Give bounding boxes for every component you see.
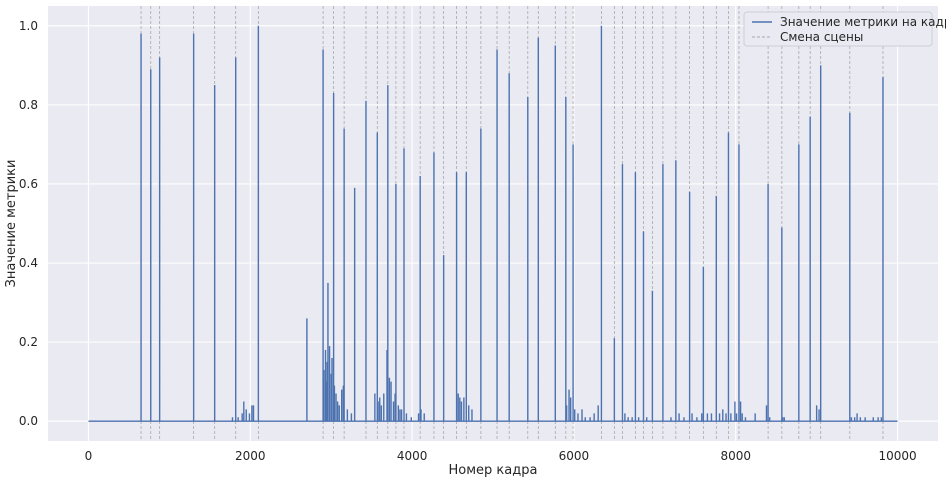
- y-tick-label: 0.8: [19, 98, 38, 112]
- legend: Значение метрики на кадрах Смена сцены: [743, 11, 946, 47]
- x-tick-label: 10000: [878, 449, 916, 463]
- x-tick-label: 2000: [235, 449, 266, 463]
- tick-labels: 0 2000 4000 6000 8000 10000 0.0 0.2 0.4 0.6 0.8 1.0: [19, 19, 917, 463]
- plot-background: [48, 6, 938, 441]
- x-tick-label: 6000: [559, 449, 590, 463]
- x-tick-label: 0: [85, 449, 93, 463]
- legend-label-scene-change: Смена сцены: [780, 30, 863, 44]
- legend-label-series: Значение метрики на кадрах: [780, 15, 946, 29]
- y-tick-label: 0.2: [19, 335, 38, 349]
- y-tick-label: 0.0: [19, 414, 38, 428]
- y-tick-label: 1.0: [19, 19, 38, 33]
- x-tick-label: 8000: [720, 449, 751, 463]
- y-tick-label: 0.4: [19, 256, 38, 270]
- x-axis-label: Номер кадра: [449, 463, 538, 478]
- y-tick-label: 0.6: [19, 177, 38, 191]
- metric-series-line: [88, 25, 898, 422]
- x-tick-label: 4000: [397, 449, 428, 463]
- legend-box: [743, 11, 933, 47]
- y-axis-label: Значение метрики: [4, 160, 19, 288]
